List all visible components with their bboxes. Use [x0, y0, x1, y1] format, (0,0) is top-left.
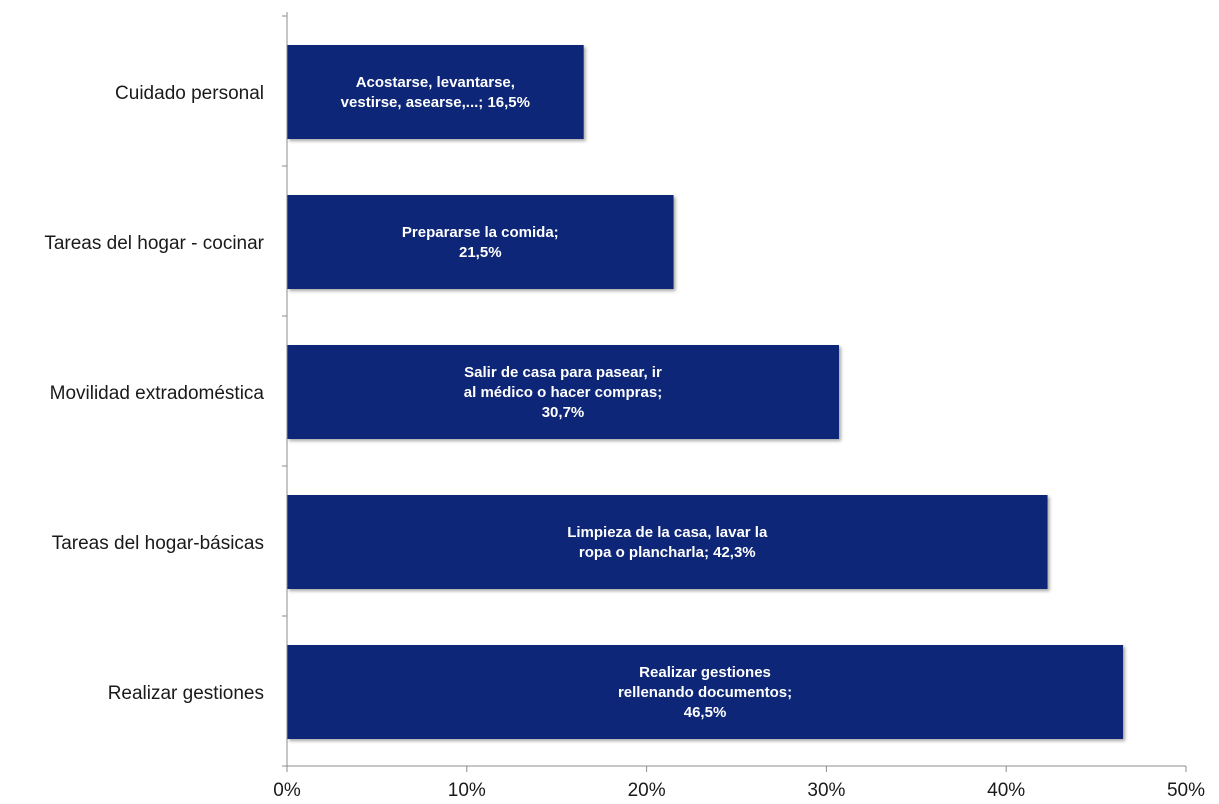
ticks-layer: 0% 10% 20% 30% 40% 50% — [273, 766, 1205, 801]
data-label-2: Prepararse la comida; 21,5% — [402, 224, 559, 261]
category-label-1: Cuidado personal — [115, 83, 264, 104]
data-label-4-line-1: Limpieza de la casa, lavar la — [567, 524, 768, 541]
data-label-4-line-2: ropa o plancharla; 42,3% — [579, 544, 756, 561]
data-label-2-line-2: 21,5% — [459, 244, 502, 261]
data-label-4: Limpieza de la casa, lavar la ropa o plan… — [567, 524, 768, 561]
x-tick-label-4: 30% — [807, 780, 845, 801]
data-label-3-line-2: al médico o hacer compras; — [464, 384, 662, 401]
category-label-3: Movilidad extradoméstica — [50, 383, 265, 404]
bar-1 — [287, 45, 584, 139]
data-labels-layer: Acostarse, levantarse, vestirse, asearse,… — [341, 74, 792, 721]
bars-layer — [287, 45, 1124, 739]
data-label-5-line-3: 46,5% — [684, 704, 727, 721]
category-label-2: Tareas del hogar - cocinar — [44, 233, 264, 254]
data-label-1: Acostarse, levantarse, vestirse, asearse,… — [341, 74, 530, 111]
category-label-4: Tareas del hogar-básicas — [52, 533, 264, 554]
category-label-5: Realizar gestiones — [108, 683, 264, 704]
data-label-3-line-3: 30,7% — [542, 404, 585, 421]
x-tick-label-6: 50% — [1167, 780, 1205, 801]
data-label-3-line-1: Salir de casa para pasear, ir — [464, 364, 662, 381]
x-tick-label-3: 20% — [628, 780, 666, 801]
data-label-2-line-1: Prepararse la comida; — [402, 224, 559, 241]
data-label-1-line-1: Acostarse, levantarse, — [356, 74, 515, 91]
category-labels-layer: Cuidado personal Tareas del hogar - cocin… — [44, 83, 264, 704]
data-label-5: Realizar gestiones rellenando documentos;… — [618, 664, 792, 721]
data-label-1-line-2: vestirse, asearse,...; 16,5% — [341, 94, 530, 111]
bar-2 — [287, 195, 674, 289]
bar-4 — [287, 495, 1048, 589]
bar-3 — [287, 345, 839, 439]
x-tick-label-2: 10% — [448, 780, 486, 801]
bar-5 — [287, 645, 1124, 739]
data-label-3: Salir de casa para pasear, ir al médico o… — [464, 364, 662, 421]
data-label-5-line-1: Realizar gestiones — [639, 664, 771, 681]
x-tick-label-1: 0% — [273, 780, 301, 801]
data-label-5-line-2: rellenando documentos; — [618, 684, 792, 701]
x-tick-label-5: 40% — [987, 780, 1025, 801]
axes-layer — [282, 12, 1186, 767]
